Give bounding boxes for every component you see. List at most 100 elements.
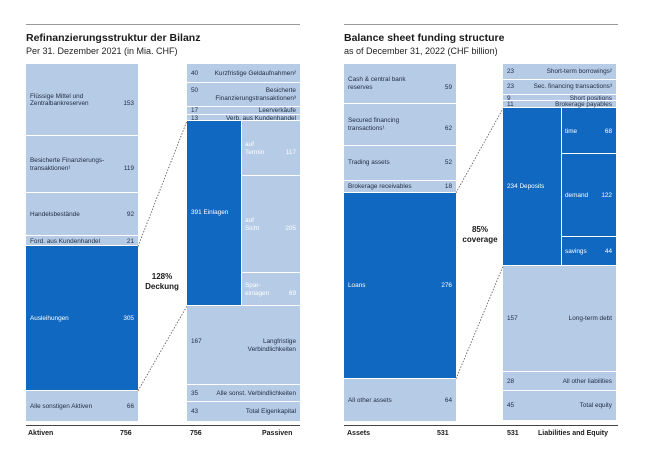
liability-label: All other liabilities (562, 377, 612, 385)
deposit-sub-demand: demand 122 (561, 154, 616, 237)
liability-label: Kurzfristige Geldaufnahmen² (214, 69, 296, 77)
liability-label: Langfristige Verbindlichkeiten (247, 337, 296, 353)
liability-value: 28 (507, 377, 515, 385)
deposit-sub-value: 69 (288, 289, 296, 297)
assets-total: 531 (437, 430, 449, 437)
liability-label: Short positions (569, 95, 612, 102)
deposit-sub-time: time 68 (561, 108, 616, 155)
liability-value: 35 (191, 389, 199, 397)
liability-bar-deposits: 234 Deposits (503, 108, 561, 267)
deposit-sub-auf-sicht: auf Sicht 205 (241, 176, 300, 274)
asset-value: 66 (126, 402, 134, 410)
liability-label: 234 Deposits (507, 183, 545, 191)
liability-bar-sec-financing-transactions: 23 Sec. financing transactions³ (503, 79, 616, 95)
chart-subtitle: Per 31. Dezember 2021 (in Mia. CHF) (26, 46, 178, 56)
coverage-label: 128% Deckung (145, 272, 179, 291)
liability-label: Long-term debt (568, 315, 612, 323)
liability-label: Besicherte Finanzierungstransaktionen³ (215, 87, 296, 102)
deposit-sub-label: Spar- einlagen (245, 282, 270, 297)
deposit-sub-value: 117 (285, 148, 296, 156)
liability-bar-all-other-liabilities: 28 All other liabilities (503, 372, 616, 391)
liability-label: Short-term borrowings² (546, 67, 612, 75)
liability-bar-kurzfristige-geldaufnahmen: 40 Kurzfristige Geldaufnahmen² (187, 64, 300, 83)
asset-value: 119 (123, 164, 134, 172)
liability-label: 391 Einlagen (191, 209, 229, 217)
asset-bar-handelsbest-nde: Handelsbestände 92 (26, 192, 138, 237)
asset-value: 92 (126, 210, 134, 218)
asset-label: Ford. aus Kundenhandel (30, 237, 100, 245)
deposit-sub-auf-termin: auf Termin 117 (241, 120, 300, 177)
assets-total: 756 (120, 430, 132, 437)
coverage-label: 85% coverage (462, 225, 498, 244)
asset-value: 64 (444, 396, 452, 404)
liability-bar-leerverk-ufe: 17 Leerverkäufe (187, 106, 300, 115)
liability-value: 50 (191, 87, 199, 95)
assets-label: Assets (347, 430, 370, 437)
asset-label: Trading assets (348, 159, 390, 167)
asset-label: Secured financing transactions¹ (348, 117, 400, 132)
asset-value: 276 (441, 282, 452, 289)
liability-label: Verb. aus Kundenhandel (225, 114, 296, 122)
asset-bar-trading-assets: Trading assets 52 (344, 145, 456, 181)
asset-value: 305 (123, 314, 134, 322)
deposit-sub-spar-einlagen: Spar- einlagen 69 (241, 273, 300, 306)
asset-value: 21 (126, 237, 134, 245)
deposit-sub-value: 122 (601, 191, 612, 199)
connector-bottom (455, 266, 504, 380)
deposit-sub-value: 68 (604, 127, 612, 135)
liability-bar-einlagen: 391 Einlagen (187, 120, 241, 306)
liability-value: 45 (507, 402, 515, 410)
liability-value: 167 (191, 337, 202, 345)
liability-value: 23 (507, 67, 515, 75)
top-rule (344, 24, 618, 25)
liability-label: Leerverkäufe (258, 106, 296, 114)
liability-bar-total-eigenkapital: 43 Total Eigenkapital (187, 401, 300, 422)
asset-bar-cash-central-bank-reserves: Cash & central bank reserves 59 (344, 64, 456, 104)
asset-bar-all-other-assets: All other assets 64 (344, 378, 456, 422)
liability-bar-verb-aus-kundenhandel: 13 Verb. aus Kundenhandel (187, 114, 300, 122)
deposit-sub-label: auf Sicht (245, 217, 260, 232)
asset-bar-fl-ssige-mittel-und-zentralbankreserven: Flüssige Mittel und Zentralbankreserven 1… (26, 64, 138, 137)
liabilities-label: Passiven (262, 430, 293, 437)
asset-label: Flüssige Mittel und Zentralbankreserven (30, 92, 89, 108)
top-rule (26, 24, 300, 25)
liability-bar-short-term-borrowings: 23 Short-term borrowings² (503, 64, 616, 80)
chart-subtitle: as of December 31, 2022 (CHF billion) (344, 46, 498, 56)
liability-value: 13 (191, 114, 199, 122)
bottom-rule (26, 425, 300, 426)
liability-value: 157 (507, 315, 518, 323)
deposit-sub-label: savings (565, 247, 587, 255)
connector-top (137, 120, 188, 247)
asset-bar-brokerage-receivables: Brokerage receivables 18 (344, 180, 456, 193)
connector-bottom (137, 305, 188, 391)
asset-label: Ausleihungen (30, 314, 69, 322)
liability-label: Total equity (579, 402, 612, 410)
asset-label: Handelsbestände (30, 210, 80, 218)
asset-bar-ausleihungen: Ausleihungen 305 (26, 246, 138, 391)
deposit-separator (561, 108, 562, 267)
asset-bar-alle-sonstigen-aktiven: Alle sonstigen Aktiven 66 (26, 390, 138, 422)
liability-value: 9 (507, 95, 511, 102)
liability-bar-total-equity: 45 Total equity (503, 390, 616, 422)
asset-bar-ford-aus-kundenhandel: Ford. aus Kundenhandel 21 (26, 236, 138, 247)
liability-value: 40 (191, 69, 199, 77)
liabilities-total: 756 (190, 430, 202, 437)
chart-title: Refinanzierungsstruktur der Bilanz (26, 32, 201, 44)
asset-value: 153 (123, 100, 134, 108)
liabilities-label: Liabilities and Equity (538, 430, 609, 437)
asset-value: 59 (444, 83, 452, 91)
asset-label: Cash & central bank reserves (348, 76, 406, 91)
asset-label: Loans (348, 282, 366, 289)
asset-label: Besicherte Finanzierungs- transaktionen¹ (30, 157, 105, 172)
liabilities-total: 531 (507, 430, 519, 437)
liability-bar-long-term-debt: 157 Long-term debt (503, 266, 616, 373)
liability-value: 17 (191, 106, 199, 114)
liability-value: 43 (191, 408, 199, 415)
asset-label: Brokerage receivables (348, 182, 412, 190)
liability-label: Alle sonst. Verbindlichkeiten (216, 389, 296, 397)
asset-value: 52 (444, 159, 452, 167)
deposit-separator (241, 120, 242, 306)
liability-bar-short-positions: 9 Short positions (503, 95, 616, 102)
deposit-sub-savings: savings 44 (561, 236, 616, 267)
